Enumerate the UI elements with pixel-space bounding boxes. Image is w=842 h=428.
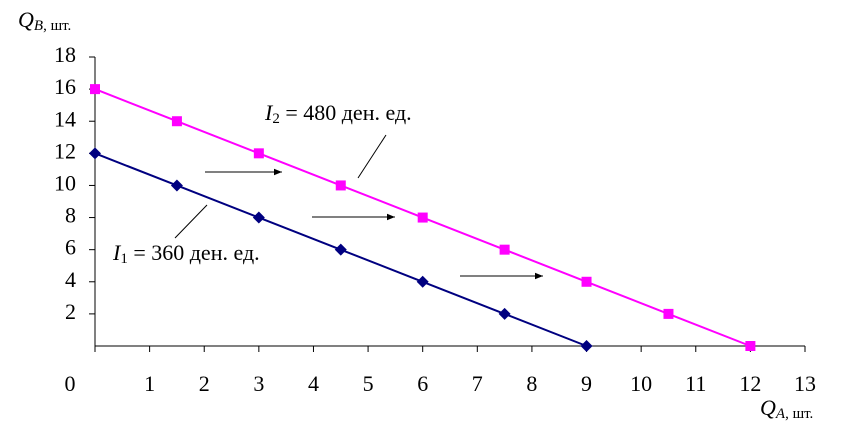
leader-line (174, 204, 208, 239)
x-tick-label: 7 (472, 371, 483, 396)
point (663, 308, 674, 319)
point (89, 147, 101, 160)
point (171, 116, 182, 127)
annotation: I1 = 360 ден. ед. (112, 240, 260, 267)
y-tick-label: 6 (65, 235, 76, 260)
y-tick-label: 18 (54, 42, 76, 67)
point (335, 180, 346, 191)
x-tick-label: 1 (144, 371, 155, 396)
x-tick-label: 4 (308, 371, 319, 396)
x-tick-label: 10 (630, 371, 652, 396)
x-tick-label: 5 (363, 371, 374, 396)
x-tick-label: 0 (65, 371, 76, 396)
y-tick-label: 2 (65, 299, 76, 324)
x-tick-label: 8 (526, 371, 537, 396)
point (416, 275, 429, 288)
point (90, 84, 100, 95)
point (581, 276, 592, 287)
x-axis-title: QA, шт. (760, 395, 813, 422)
x-tick-label: 3 (253, 371, 264, 396)
y-tick-label: 8 (65, 203, 76, 228)
x-tick-label: 11 (685, 371, 706, 396)
y-axis-title: QB, шт. (18, 7, 71, 34)
y-tick-label: 14 (54, 106, 76, 131)
point (498, 307, 511, 320)
point (334, 243, 347, 256)
point (417, 212, 428, 223)
point (745, 341, 756, 351)
y-tick-label: 16 (54, 74, 76, 99)
x-tick-label: 12 (739, 371, 761, 396)
x-tick-label: 13 (794, 371, 816, 396)
annotation: I2 = 480 ден. ед. (264, 100, 412, 127)
y-tick-label: 10 (54, 170, 76, 195)
point (499, 244, 510, 255)
y-tick-label: 12 (54, 138, 76, 163)
y-tick-label: 4 (65, 267, 76, 292)
point (170, 179, 183, 192)
x-tick-label: 9 (581, 371, 592, 396)
point (253, 148, 264, 159)
point (252, 211, 265, 224)
x-tick-label: 6 (417, 371, 428, 396)
leader-line (357, 134, 387, 179)
x-tick-label: 2 (199, 371, 210, 396)
point (580, 340, 593, 352)
